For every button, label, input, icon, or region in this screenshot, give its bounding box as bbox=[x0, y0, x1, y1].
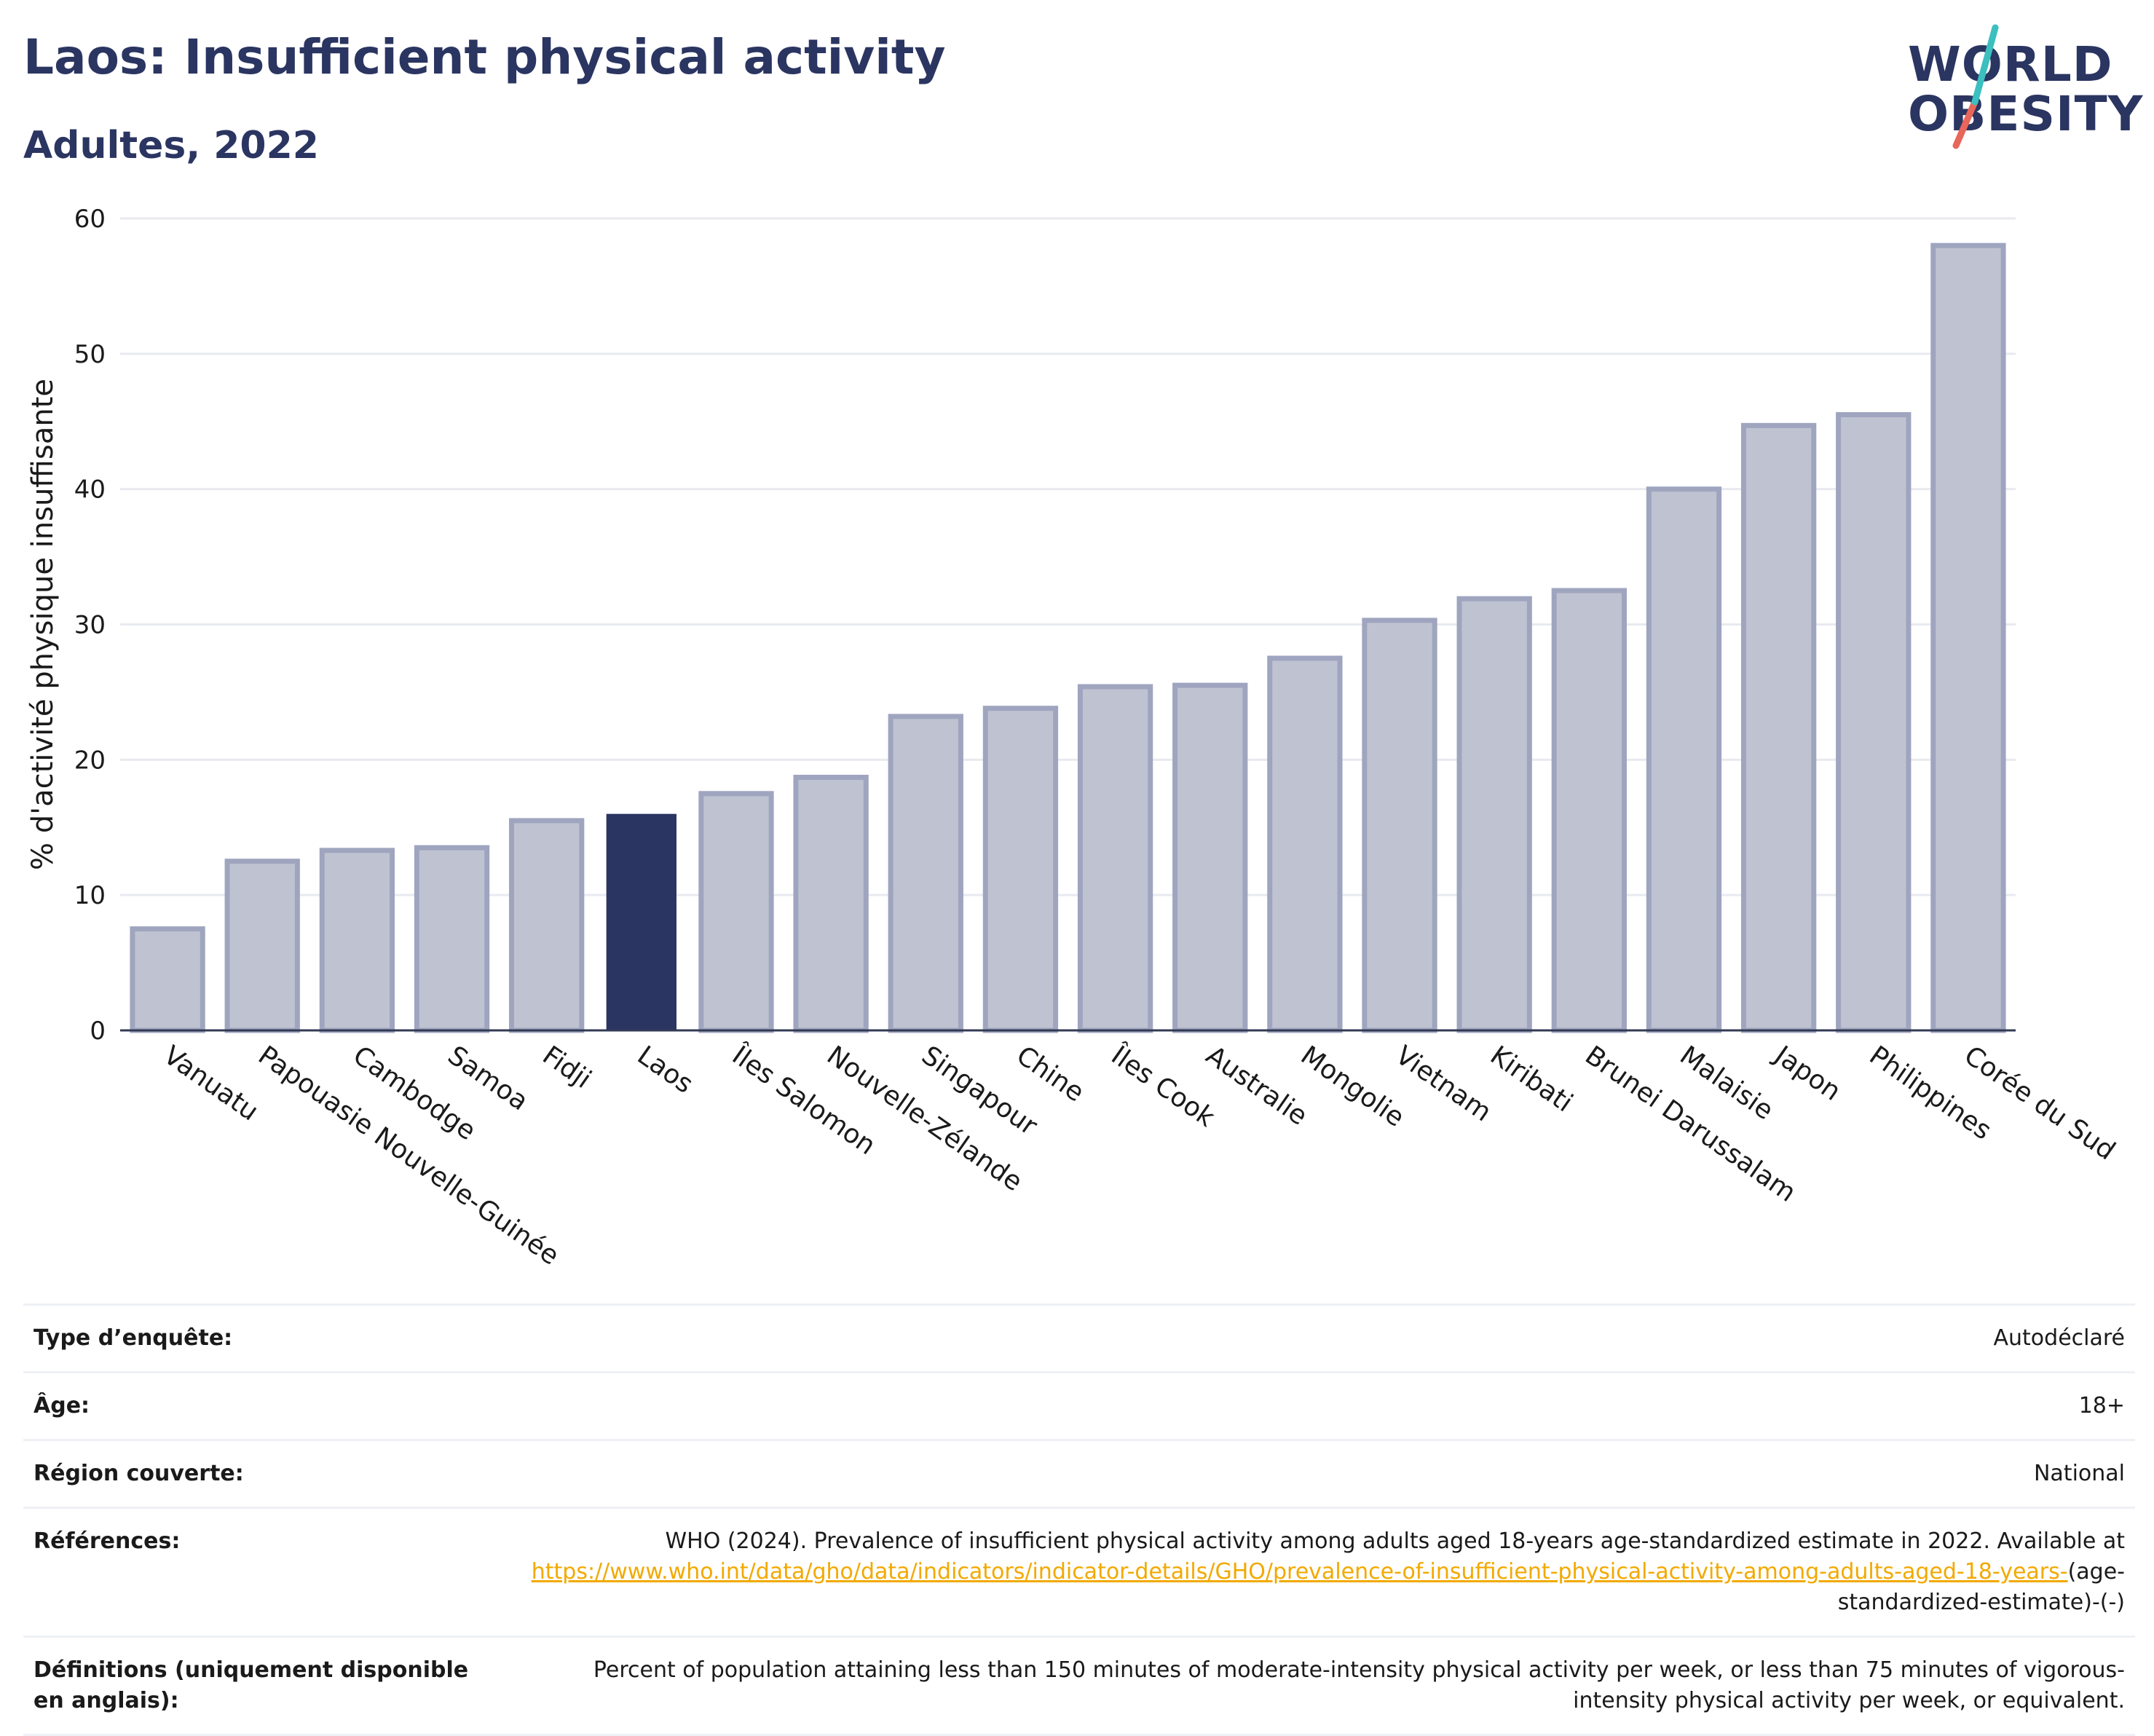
y-tick-label: 10 bbox=[74, 881, 106, 910]
x-tick-label: Vietnam bbox=[1390, 1041, 1496, 1128]
y-tick-label: 50 bbox=[74, 340, 106, 369]
page-title: Laos: Insufficient physical activity bbox=[23, 29, 946, 85]
info-value: WHO (2024). Prevalence of insufficient p… bbox=[500, 1526, 2125, 1618]
y-tick-label: 30 bbox=[74, 611, 106, 640]
info-row-definitions: Définitions (uniquement disponible en an… bbox=[23, 1636, 2135, 1736]
y-tick-label: 60 bbox=[74, 205, 106, 234]
reference-suffix: (age-standardized-estimate)-(-) bbox=[1837, 1559, 2125, 1615]
bar bbox=[319, 848, 395, 1033]
bar bbox=[1362, 618, 1437, 1033]
bar bbox=[1172, 682, 1248, 1033]
info-value: 18+ bbox=[2078, 1393, 2125, 1419]
bar bbox=[414, 845, 490, 1033]
bar bbox=[1077, 684, 1153, 1033]
bar bbox=[130, 926, 205, 1033]
bar bbox=[698, 791, 774, 1033]
info-row-region: Région couverte: National bbox=[23, 1439, 2135, 1507]
bar bbox=[509, 818, 585, 1033]
bar bbox=[982, 706, 1059, 1033]
x-tick-label: Kiribati bbox=[1485, 1041, 1578, 1118]
world-obesity-logo[interactable]: WORLD OBESITY bbox=[1893, 22, 2144, 153]
info-row-age: Âge: 18+ bbox=[23, 1371, 2135, 1439]
page-subtitle: Adultes, 2022 bbox=[23, 124, 319, 167]
info-table: Type d’enquête: Autodéclaré Âge: 18+ Rég… bbox=[23, 1303, 2135, 1736]
reference-link[interactable]: https://www.who.int/data/gho/data/indica… bbox=[531, 1559, 2068, 1585]
info-value: National bbox=[2033, 1461, 2125, 1486]
x-tick-label: Îles Cook bbox=[1105, 1039, 1221, 1133]
bar bbox=[1267, 655, 1343, 1033]
bar bbox=[1456, 596, 1532, 1033]
bar-chart: 0 10 20 30 40 50 60 % d'activité physique insuf… bbox=[26, 205, 2121, 1271]
info-key: Références: bbox=[33, 1528, 181, 1554]
bar bbox=[1646, 486, 1722, 1033]
info-row-survey-type: Type d’enquête: Autodéclaré bbox=[23, 1303, 2135, 1371]
y-tick-label: 40 bbox=[74, 476, 106, 505]
info-row-references: Références: WHO (2024). Prevalence of in… bbox=[23, 1507, 2135, 1636]
x-tick-label: Mongolie bbox=[1295, 1041, 1410, 1133]
info-key: Définitions (uniquement disponible en an… bbox=[33, 1657, 469, 1713]
y-axis-label: % d'activité physique insuffisante bbox=[26, 379, 60, 870]
bar bbox=[1551, 588, 1627, 1033]
bar bbox=[1836, 411, 1912, 1033]
info-key: Âge: bbox=[33, 1393, 90, 1419]
bar bbox=[793, 774, 869, 1033]
info-key: Type d’enquête: bbox=[33, 1325, 233, 1351]
info-value: Percent of population attaining less tha… bbox=[593, 1657, 2125, 1713]
x-tick-label: Corée du Sud bbox=[1959, 1041, 2121, 1167]
bar bbox=[888, 714, 963, 1033]
reference-text: WHO (2024). Prevalence of insufficient p… bbox=[665, 1528, 2125, 1554]
logo-word-world: WORLD bbox=[1908, 36, 2113, 92]
y-tick-label: 0 bbox=[90, 1017, 106, 1046]
x-tick-label: Fidji bbox=[537, 1041, 597, 1094]
y-tick-label: 20 bbox=[74, 746, 106, 775]
bar bbox=[606, 813, 676, 1030]
bar bbox=[1930, 242, 2006, 1033]
x-tick-label: Japon bbox=[1768, 1040, 1846, 1107]
logo-slash-icon bbox=[1952, 24, 1999, 149]
info-key: Région couverte: bbox=[33, 1461, 244, 1486]
x-tick-label: Laos bbox=[632, 1041, 698, 1100]
x-tick-label: Chine bbox=[1011, 1041, 1089, 1108]
logo-word-obesity: OBESITY bbox=[1908, 86, 2144, 142]
bar bbox=[1740, 422, 1817, 1033]
x-tick-label: Vanuatu bbox=[158, 1041, 264, 1127]
info-value: Autodéclaré bbox=[1993, 1325, 2126, 1351]
bar bbox=[224, 859, 300, 1033]
x-tick-label: Australie bbox=[1201, 1041, 1313, 1132]
